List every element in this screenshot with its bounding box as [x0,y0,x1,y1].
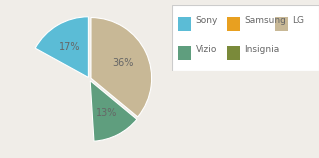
FancyBboxPatch shape [226,17,240,31]
Text: 17%: 17% [59,42,81,52]
Text: Insignia: Insignia [244,45,279,54]
FancyBboxPatch shape [178,17,191,31]
Text: 36%: 36% [113,58,134,68]
Wedge shape [29,50,93,140]
Wedge shape [91,18,152,117]
FancyBboxPatch shape [226,46,240,61]
Text: Samsung: Samsung [244,15,286,24]
Text: 13%: 13% [96,107,117,118]
FancyBboxPatch shape [275,17,288,31]
Wedge shape [90,81,137,141]
Text: Vizio: Vizio [196,45,217,54]
Text: Sony: Sony [196,15,218,24]
FancyBboxPatch shape [178,46,191,61]
FancyBboxPatch shape [172,5,319,71]
Wedge shape [35,17,88,77]
Text: LG: LG [293,15,305,24]
